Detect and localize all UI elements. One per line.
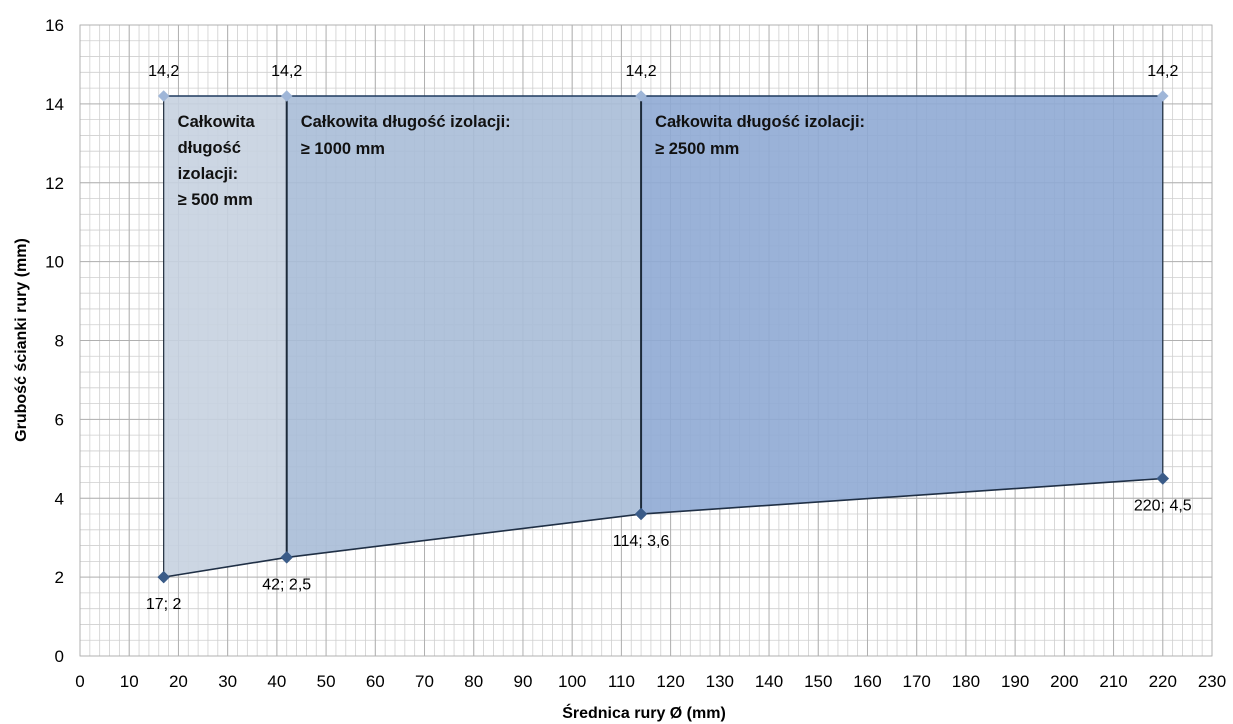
labels: 14,2 14,2 14,2 14,2 17; 2 42; 2,5 114; 3,6 220;… xyxy=(146,63,1192,613)
x-tick-label: 160 xyxy=(853,672,881,691)
x-tick-label: 140 xyxy=(755,672,783,691)
x-tick-label: 150 xyxy=(804,672,832,691)
x-tick-label: 230 xyxy=(1198,672,1226,691)
y-tick-label: 14 xyxy=(45,95,64,114)
region-label-1: ≥ 500 mm xyxy=(178,191,253,209)
x-tick-label: 170 xyxy=(903,672,931,691)
x-tick-label: 90 xyxy=(513,672,532,691)
lower-point-label: 42; 2,5 xyxy=(262,576,311,593)
x-tick-label: 0 xyxy=(75,672,84,691)
x-tick-label: 220 xyxy=(1149,672,1177,691)
region-2 xyxy=(286,95,642,558)
series-lines xyxy=(163,95,1164,578)
upper-point-label: 14,2 xyxy=(271,63,302,80)
y-tick-label: 6 xyxy=(55,410,64,429)
x-tick-label: 210 xyxy=(1099,672,1127,691)
region-label-1: izolacji: xyxy=(178,165,239,183)
regions xyxy=(163,95,1163,578)
y-tick-label: 16 xyxy=(45,16,64,35)
x-tick-label: 10 xyxy=(120,672,139,691)
y-tick-label: 12 xyxy=(45,174,64,193)
x-tick-label: 50 xyxy=(317,672,336,691)
lower-point-label: 220; 4,5 xyxy=(1134,498,1192,515)
y-tick-label: 2 xyxy=(55,568,64,587)
y-tick-label: 8 xyxy=(55,332,64,351)
y-tick-label: 4 xyxy=(55,489,64,508)
upper-point-label: 14,2 xyxy=(1147,63,1178,80)
tick-labels: 0 10 20 30 40 50 60 70 80 90 100 110 120 130 140 150 160… xyxy=(45,16,1226,691)
region-label-2: Całkowita długość izolacji: xyxy=(301,113,511,131)
upper-point-label: 14,2 xyxy=(148,63,179,80)
x-tick-label: 120 xyxy=(656,672,684,691)
upper-point xyxy=(635,90,647,102)
region-label-3: Całkowita długość izolacji: xyxy=(655,113,865,131)
region-label-1: Całkowita xyxy=(178,113,256,131)
region-label-3: ≥ 2500 mm xyxy=(655,140,739,158)
lower-point xyxy=(1156,472,1170,485)
x-tick-label: 110 xyxy=(608,672,635,691)
lower-boundary-line xyxy=(163,477,1163,578)
x-tick-label: 70 xyxy=(415,672,434,691)
x-tick-label: 200 xyxy=(1050,672,1078,691)
upper-point-label: 14,2 xyxy=(626,63,657,80)
upper-point xyxy=(280,90,293,102)
lower-point xyxy=(634,507,648,521)
x-axis-title: Średnica rury Ø (mm) xyxy=(562,703,726,722)
region-3 xyxy=(641,95,1163,515)
lower-point-label: 114; 3,6 xyxy=(613,533,670,550)
y-tick-label: 0 xyxy=(55,647,64,666)
x-tick-label: 130 xyxy=(706,672,734,691)
lower-point-label: 17; 2 xyxy=(146,596,182,613)
y-axis-title: Grubość ścianki rury (mm) xyxy=(13,238,30,442)
x-tick-label: 180 xyxy=(952,672,980,691)
y-tick-label: 10 xyxy=(45,253,64,272)
x-tick-label: 40 xyxy=(267,672,286,691)
x-tick-label: 100 xyxy=(558,672,586,691)
x-tick-label: 20 xyxy=(169,672,188,691)
markers xyxy=(157,90,1170,584)
upper-point xyxy=(1156,90,1169,102)
x-tick-label: 80 xyxy=(464,672,483,691)
region-label-2: ≥ 1000 mm xyxy=(301,140,385,158)
lower-point xyxy=(280,551,294,564)
region-1 xyxy=(163,95,287,578)
lower-point xyxy=(157,570,171,584)
x-tick-label: 30 xyxy=(218,672,237,691)
upper-point xyxy=(157,90,170,102)
region-label-1: długość xyxy=(178,139,241,157)
x-tick-label: 60 xyxy=(366,672,385,691)
x-tick-label: 190 xyxy=(1001,672,1029,691)
